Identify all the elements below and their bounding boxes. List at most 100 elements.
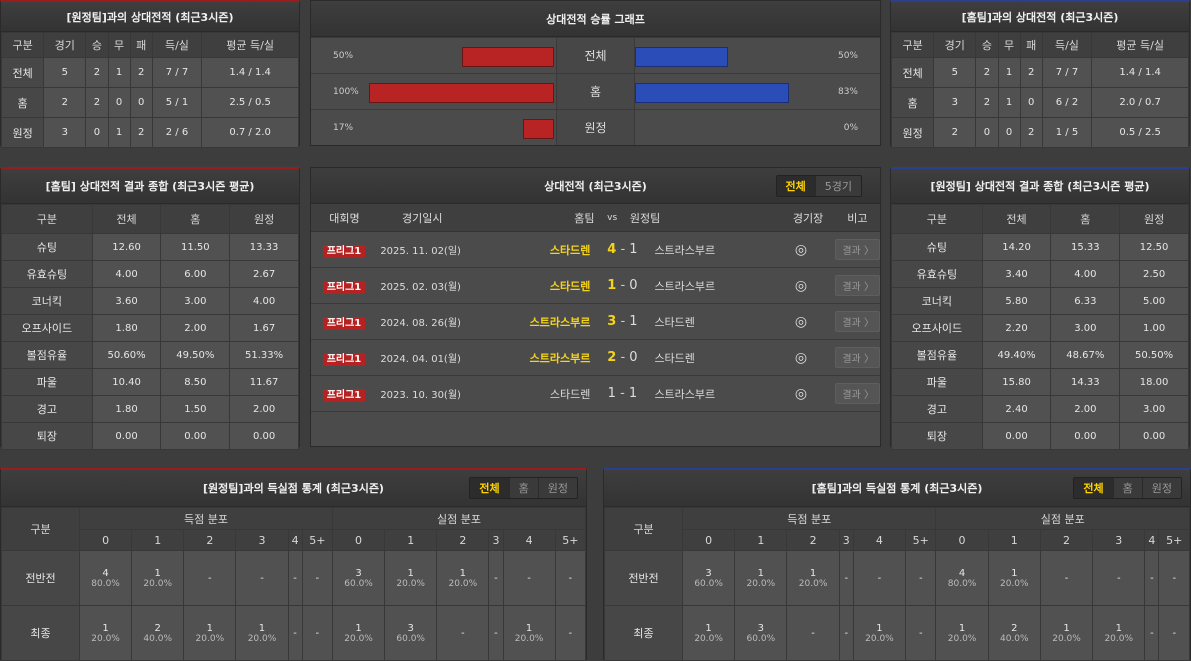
percent: 20.0%	[798, 578, 828, 589]
cell: -	[1039, 550, 1094, 606]
league-cell: 프리그1	[311, 314, 377, 330]
filter-5-games[interactable]: 5경기	[814, 175, 861, 196]
result-button[interactable]: 결과 〉	[835, 275, 881, 296]
cell: 1.67	[229, 314, 299, 342]
percent: 40.0%	[143, 633, 172, 644]
table-row: 코너킥 3.60 3.00 4.00	[1, 287, 299, 315]
count: 3	[407, 622, 414, 634]
table-row: 코너킥 5.80 6.33 5.00	[891, 287, 1189, 315]
column-header: 5+	[1158, 529, 1190, 551]
percent: 20.0%	[1104, 633, 1134, 644]
cell: 2	[1019, 117, 1043, 148]
home-score: 1	[607, 278, 617, 293]
row-label: 최종	[1, 605, 80, 661]
table-row: 최종 1 20.0% 3 60.0% - -1 20.0% -1 20.0% 2 40.0% 1 20.0…	[604, 605, 1190, 661]
row-label: 슈팅	[1, 233, 93, 261]
cell: 5	[933, 57, 977, 88]
table-row: 오프사이드 1.80 2.00 1.67	[1, 314, 299, 342]
count: 1	[809, 567, 817, 579]
cell: 2	[85, 57, 109, 88]
filter-home[interactable]: 홈	[1112, 478, 1142, 498]
cell: -	[554, 605, 587, 661]
away-team: 스트라스부르	[654, 387, 716, 401]
home-team: 스트라스부르	[529, 351, 591, 365]
match-date: 2025. 02. 03(월)	[380, 282, 461, 293]
cell: 0	[129, 87, 153, 118]
winrate-row: 50% 전체 50%	[311, 37, 880, 73]
match-row: 프리그1 2023. 10. 30(월) 스타드렌 1 - 1 스트라스부르 ◎ 결과 〉	[311, 376, 881, 412]
panel-title: [원정팀] 상대전적 결과 종합 (최근3시즌 평균)	[891, 169, 1189, 204]
filter-all[interactable]: 전체	[1074, 478, 1113, 498]
match-row: 프리그1 2025. 02. 03(월) 스타드렌 1 - 0 스트라스부르 ◎ 결과 〉	[311, 268, 881, 304]
table-row: 퇴장 0.00 0.00 0.00	[891, 422, 1189, 450]
count: 1	[757, 567, 765, 579]
result-button[interactable]: 결과 〉	[835, 347, 881, 368]
cell: 0.5 / 2.5	[1091, 117, 1189, 148]
filter-all[interactable]: 전체	[776, 175, 815, 196]
cell: 2	[129, 117, 153, 148]
percent: 20.0%	[143, 578, 172, 589]
column-header: 패	[1019, 32, 1043, 58]
percent: 60.0%	[396, 633, 425, 644]
cell: 2 40.0%	[131, 605, 185, 661]
column-header: 5+	[905, 529, 937, 551]
cell: 2.50	[1119, 260, 1189, 288]
column-header: 5+	[301, 529, 333, 551]
cell: -	[838, 605, 854, 661]
count: 1	[102, 622, 109, 634]
result-button[interactable]: 결과 〉	[835, 239, 881, 260]
cell: 49.40%	[981, 341, 1052, 369]
cell: 1 20.0%	[235, 605, 289, 661]
away-h2h-panel: [원정팀]과의 상대전적 (최근3시즌) 구분 경기 승 무 패 득/실 평균 득/실 전체 5…	[0, 0, 300, 148]
group-header: 득점 분포	[79, 507, 333, 530]
count: 1	[407, 567, 414, 579]
percent: 60.0%	[694, 578, 723, 589]
cell: 51.33%	[229, 341, 299, 369]
table-row: 파울 10.40 8.50 11.67	[1, 368, 299, 396]
match-date: 2024. 04. 01(월)	[380, 354, 461, 365]
header-row: 구분 경기 승 무 패 득/실 평균 득/실	[0, 32, 299, 58]
score: 4 - 1	[590, 242, 654, 257]
cell: 1 20.0%	[436, 550, 490, 606]
away-team: 스타드렌	[654, 351, 695, 365]
filter-all[interactable]: 전체	[470, 478, 509, 498]
row-label: 홈	[890, 87, 935, 118]
filter-away[interactable]: 원정	[537, 478, 577, 498]
percent: 60.0%	[344, 578, 373, 589]
column-header: 구분	[1, 204, 93, 234]
table-row: 슈팅 14.20 15.33 12.50	[891, 233, 1189, 261]
row-label: 코너킥	[1, 287, 93, 315]
column-header: 3	[488, 529, 504, 551]
table-row: 경고 2.40 2.00 3.00	[891, 395, 1189, 423]
cell: 10.40	[91, 368, 162, 396]
cell: 2	[129, 57, 153, 88]
filter-away[interactable]: 원정	[1141, 478, 1181, 498]
result-button[interactable]: 결과 〉	[835, 311, 881, 332]
header-note: 비고	[847, 211, 868, 225]
league-cell: 프리그1	[311, 242, 377, 258]
match-date: 2025. 11. 02(일)	[380, 246, 461, 257]
result-button[interactable]: 결과 〉	[835, 383, 881, 404]
home-score: 2	[607, 350, 617, 365]
left-percent: 50%	[333, 50, 354, 61]
cell: 1 20.0%	[1039, 605, 1094, 661]
cell: 2	[85, 87, 109, 118]
column-header: 전체	[91, 204, 162, 234]
filter-home[interactable]: 홈	[508, 478, 538, 498]
cell: 0.00	[91, 422, 162, 450]
home-score: 1	[607, 386, 616, 401]
table-row: 유효슈팅 3.40 4.00 2.50	[891, 260, 1189, 288]
count: 1	[1011, 567, 1018, 579]
goals-filter-toggle: 전체 홈 원정	[469, 477, 578, 499]
league-cell: 프리그1	[311, 386, 377, 402]
cell: 1 20.0%	[331, 605, 386, 661]
cell: 0	[85, 117, 109, 148]
group-header: 실점 분포	[935, 507, 1190, 530]
cell: 2 40.0%	[987, 605, 1041, 661]
home-goals-panel: [홈팀]과의 득실점 통계 (최근3시즌) 전체 홈 원정 구분 득점 분포 실점 …	[603, 468, 1191, 661]
panel-title: 상대전적 (최근3시즌) 전체 5경기	[311, 168, 880, 204]
match-date: 2023. 10. 30(월)	[380, 390, 461, 401]
group-header: 득점 분포	[681, 507, 937, 530]
table-row: 전반전 4 80.0% 1 20.0% - - - -3 60.0% 1 20.0% 1 20.0% - - -	[1, 550, 587, 606]
cell: 15.80	[981, 368, 1052, 396]
